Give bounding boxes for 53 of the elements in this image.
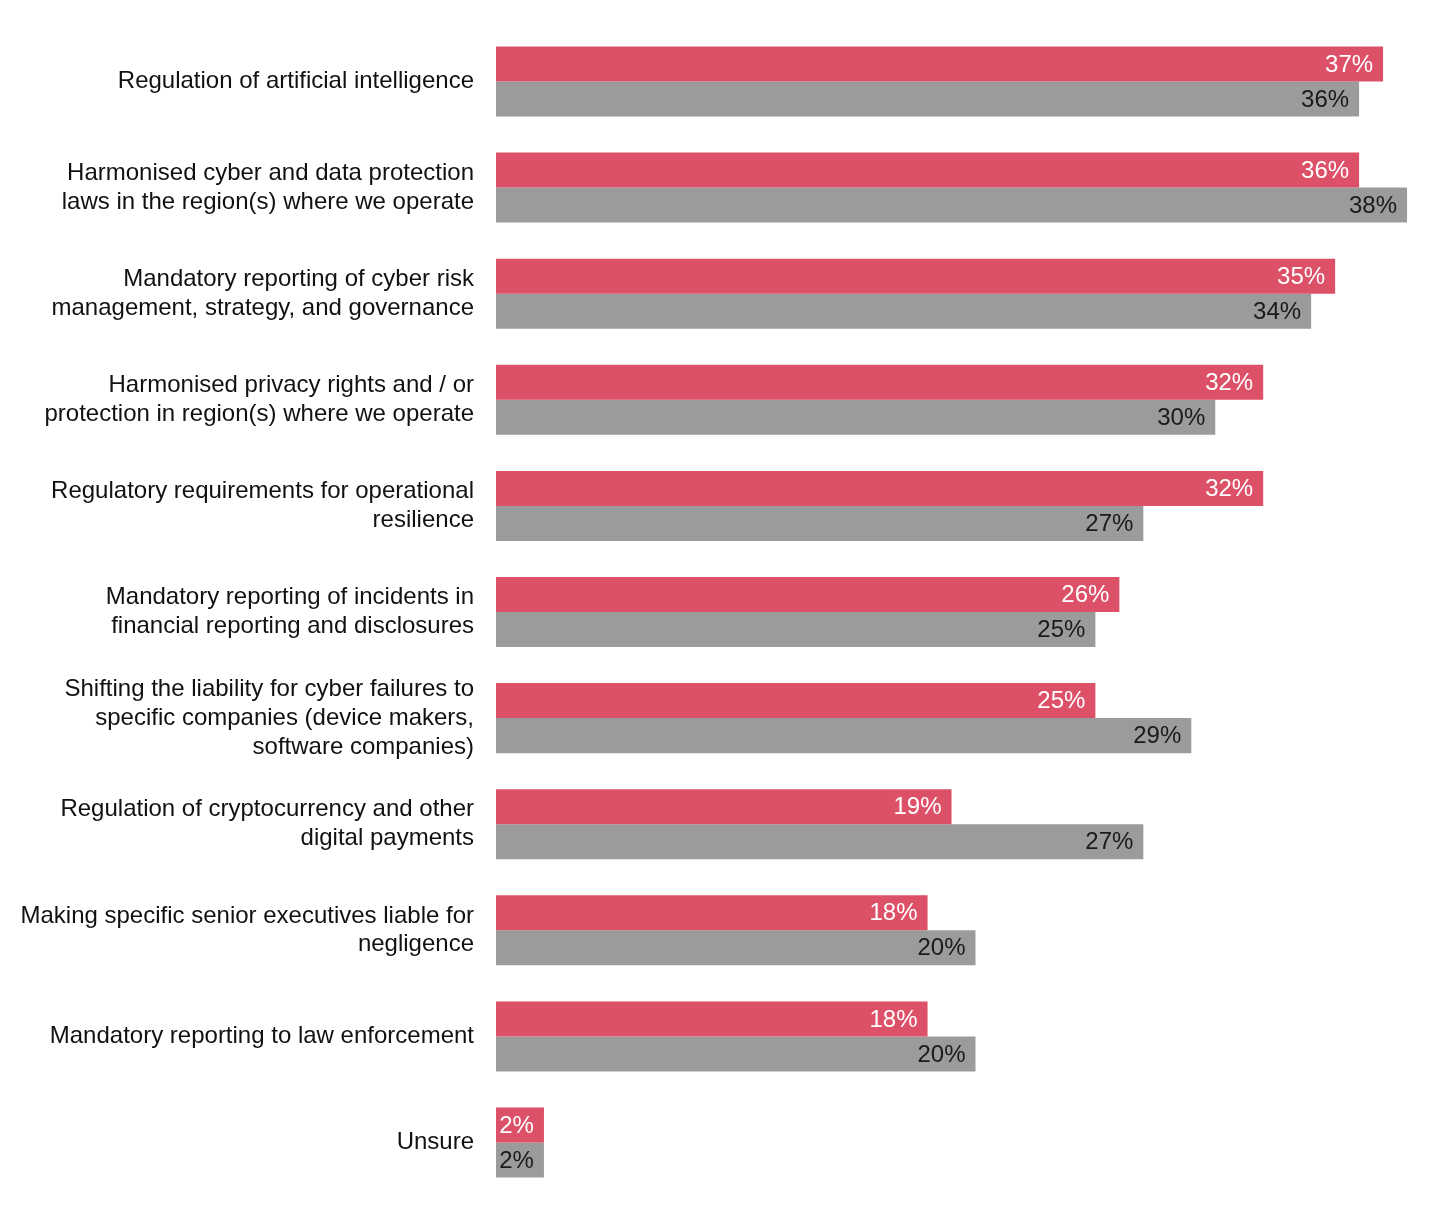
y-tick-label: Regulatory requirements for operational resilience — [51, 476, 474, 532]
data-label: 36% — [1301, 84, 1350, 112]
data-label: 27% — [1085, 509, 1134, 537]
bar — [496, 789, 952, 825]
bar — [496, 895, 928, 931]
y-tick-label: Making specific senior executives liable for negligence — [20, 900, 474, 957]
y-tick-label: Harmonised cyber and data protection laws in the region(s) where we operate — [61, 157, 474, 214]
bar — [496, 1036, 976, 1072]
bar — [496, 505, 1144, 541]
bar — [496, 470, 1264, 506]
y-tick-label: Mandatory reporting of incidents in financial reporting and disclosures — [105, 582, 474, 639]
data-label: 27% — [1085, 827, 1134, 855]
data-label: 2% — [499, 1110, 534, 1138]
bar — [496, 399, 1216, 435]
bar — [496, 612, 1096, 648]
bar — [496, 152, 1360, 188]
data-label: 26% — [1061, 580, 1110, 608]
data-label: 18% — [869, 1004, 918, 1032]
bar — [496, 824, 1144, 860]
bar — [496, 364, 1264, 400]
data-label: 19% — [893, 792, 942, 820]
data-label: 18% — [869, 898, 918, 926]
bar — [496, 576, 1120, 612]
bar — [496, 1001, 928, 1037]
bar — [496, 81, 1360, 117]
data-label: 25% — [1037, 686, 1086, 714]
bar — [496, 46, 1384, 82]
data-label: 36% — [1301, 155, 1350, 183]
data-label: 20% — [917, 1039, 966, 1067]
data-label: 32% — [1205, 367, 1254, 395]
bar — [496, 683, 1096, 719]
data-label: 30% — [1157, 402, 1206, 430]
y-tick-label: Shifting the liability for cyber failures to specific companies (device makers, software companies) — [64, 673, 474, 759]
y-tick-label: Mandatory reporting of cyber risk management, strategy, and governance — [51, 263, 475, 320]
bar — [496, 293, 1312, 329]
data-label: 29% — [1133, 721, 1182, 749]
data-label: 2% — [499, 1145, 534, 1173]
bar — [496, 718, 1192, 754]
bar — [496, 187, 1408, 223]
data-label: 37% — [1325, 49, 1374, 77]
data-label: 34% — [1253, 296, 1302, 324]
data-label: 32% — [1205, 474, 1254, 502]
y-tick-label: Regulation of artificial intelligence — [117, 66, 474, 94]
data-label: 35% — [1277, 261, 1326, 289]
y-tick-label: Regulation of cryptocurrency and other digital payments — [60, 794, 474, 851]
bar — [496, 258, 1336, 294]
data-label: 38% — [1349, 190, 1398, 218]
y-tick-label: Harmonised privacy rights and / or protection in region(s) where we operate — [44, 370, 475, 426]
data-label: 25% — [1037, 615, 1086, 643]
y-tick-label: Mandatory reporting to law enforcement — [49, 1021, 475, 1049]
bar — [496, 930, 976, 966]
data-label: 20% — [917, 933, 966, 961]
y-tick-label: Unsure — [396, 1127, 474, 1155]
